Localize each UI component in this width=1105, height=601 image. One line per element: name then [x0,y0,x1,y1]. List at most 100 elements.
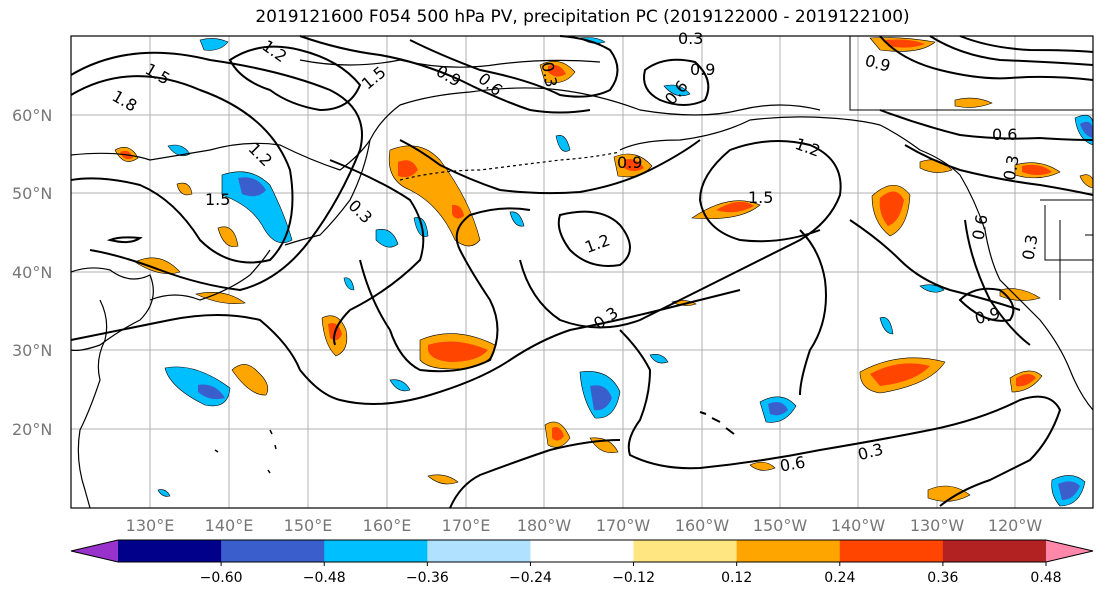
border-us-states [1044,205,1093,300]
contour-label: 0.3 [1018,233,1041,261]
precip-negative-area [663,84,691,97]
precip-negative-area [375,229,399,248]
precip-positive-core [452,204,464,219]
precip-positive-core [885,39,925,48]
precip-positive-area [954,97,993,108]
colorbar-outline [70,539,1094,563]
lon-label: 130°W [910,516,965,535]
lon-label: 170°E [442,516,491,535]
colorbar-ticks: −0.60 −0.48 −0.36 −0.24 −0.12 0.12 0.24 0.36 0.4… [200,562,1062,586]
coastline-arctic [299,59,601,68]
colorbar-swatch [633,540,738,562]
lat-label: 20°N [12,420,52,439]
precip-positive-core [1022,164,1052,175]
coastline-islands [214,429,277,474]
colorbar-swatch [324,540,428,562]
precip-positive-core [398,160,418,178]
contour-line [904,144,1094,196]
latitude-labels: 60°N 50°N 40°N 30°N 20°N [12,106,52,439]
contour-label: 0.9 [617,153,642,172]
precip-anomaly-shading [114,37,1094,507]
colorbar-tick-label: 0.36 [927,570,958,586]
lon-label: 120°W [988,516,1043,535]
contour-line [879,109,1094,141]
precip-negative-area [221,171,293,244]
contour-label: 0.6 [778,452,806,475]
lon-label: 160°W [675,516,730,535]
precip-positive-area [427,474,459,485]
colorbar-tick-label: −0.60 [200,570,243,586]
contour-line [849,219,1021,311]
precip-negative-area [555,135,571,152]
coastlines [70,59,1094,509]
precip-positive-core [428,341,488,362]
contour-line [329,159,425,346]
colorbar-swatch [736,540,841,562]
lon-label: 180°W [517,516,572,535]
precip-negative-area [879,317,894,335]
precip-positive-core [1016,374,1036,387]
lon-label: 140°W [831,516,886,535]
colorbar-tick-label: −0.12 [612,570,655,586]
precip-positive-core [548,65,566,77]
precip-positive-area [927,485,971,502]
contour-line [399,139,701,195]
precip-negative-core [238,177,266,197]
coastline-aleutians [399,151,621,181]
precip-negative-core [590,385,612,411]
precip-positive-area [749,461,776,471]
precip-negative-area [509,211,525,227]
contour-line [799,229,827,396]
precip-positive-core [552,427,564,441]
contour-line [619,329,1062,507]
contour-line [299,35,591,114]
precip-negative-area [919,284,945,293]
precip-positive-core [870,363,930,386]
precip-negative-area [157,489,171,497]
precip-positive-area [217,226,239,247]
coastline-hawaii [699,411,735,435]
contour-label: 1.5 [748,188,773,207]
colorbar-swatch [839,540,944,562]
contour-label: 0.3 [678,29,703,48]
colorbar-tick-label: 0.24 [824,570,855,586]
colorbar-swatch [221,540,325,562]
contour-label: 0.9 [690,60,715,79]
colorbar-extend-low [71,540,118,562]
coastline-north-america [959,174,1094,411]
contour-line [958,287,1015,322]
precip-positive-area [176,182,193,196]
precip-negative-area [579,37,606,44]
colorbar-tick-label: 0.12 [721,570,752,586]
contour-line [964,219,1031,346]
contour-label: 0.3 [538,60,561,88]
colorbar-swatch [427,540,531,562]
colorbar-swatch [942,540,1047,562]
pv-contours [70,35,1094,509]
colorbar-swatch [530,540,635,562]
coastline-russia [70,87,821,171]
colorbar-swatch [118,540,222,562]
map-title: 2019121600 F054 500 hPa PV, precipitatio… [255,7,910,27]
colorbar: −0.60 −0.48 −0.36 −0.24 −0.12 0.12 0.24 0.36 0.4… [70,539,1094,586]
contour-line [70,289,741,405]
colorbar-tick-label: −0.36 [406,570,449,586]
contour-label: 0.6 [968,213,991,241]
contour-line [359,207,531,373]
contour-label: 0.3 [1000,154,1023,182]
contour-line [409,35,619,98]
contour-line [449,439,621,509]
contour-label: 0.6 [992,125,1017,144]
lat-label: 40°N [12,263,52,282]
lon-label: 160°E [363,516,412,535]
contour-line [70,51,363,292]
contour-line [879,35,1094,81]
longitude-labels: 130°E 140°E 150°E 160°E 170°E 180°W 170°… [126,516,1043,535]
precip-negative-core [1080,121,1093,138]
contour-line [643,58,710,106]
map-frame [70,35,1094,509]
coastline-korea-china [77,299,108,509]
map-panel: 1.5 1.8 1.2 1.5 0.9 0.6 0.3 0.9 1.2 0.9 … [70,29,1094,509]
colorbar-extend-high [1046,540,1093,562]
